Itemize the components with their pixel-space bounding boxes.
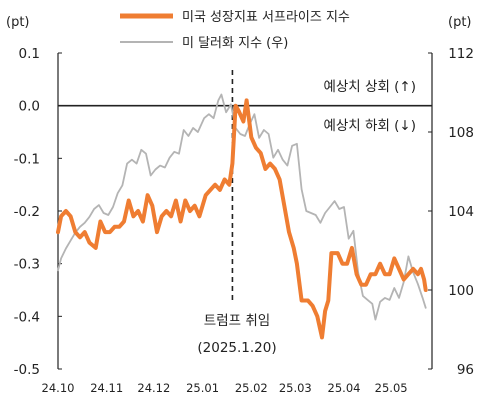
left-tick-label: -0.3 [14, 257, 40, 273]
x-tick-label: 25.04 [328, 381, 361, 395]
x-tick-label: 25.03 [279, 381, 312, 395]
x-tick-label: 24.10 [42, 381, 75, 395]
left-tick-label: -0.5 [14, 362, 40, 378]
annotation-above: 예상치 상회 (↑) [323, 79, 416, 95]
series-line-surprise [56, 98, 428, 340]
left-tick-label: 0.0 [19, 99, 40, 115]
left-axis-unit: (pt) [6, 15, 30, 30]
right-tick-label: 96 [457, 362, 474, 378]
series-line-dollar [57, 93, 427, 321]
x-tick-label: 24.11 [90, 381, 123, 395]
right-tick-label: 104 [448, 204, 474, 220]
annotation-below: 예상치 하회 (↓) [323, 118, 416, 134]
series-layer [56, 93, 428, 340]
x-tick-label: 25.01 [186, 381, 219, 395]
x-axis-ticks: 24.10 24.11 24.12 25.01 25.02 25.03 25.04 25.05 [42, 381, 408, 395]
right-y-axis-ticks: 112 108 104 100 96 [428, 46, 474, 378]
right-tick-label: 112 [448, 46, 474, 62]
right-axis-unit: (pt) [448, 15, 472, 30]
event-date-label: (2025.1.20) [197, 340, 276, 356]
left-y-axis-ticks: 0.1 0.0 -0.1 -0.2 -0.3 -0.4 -0.5 [14, 46, 62, 378]
x-tick-label: 24.12 [137, 381, 170, 395]
legend-label-surprise: 미국 성장지표 서프라이즈 지수 [182, 10, 350, 25]
x-tick-label: 25.02 [235, 381, 268, 395]
legend: 미국 성장지표 서프라이즈 지수 미 달러화 지수 (우) [120, 10, 350, 51]
event-label: 트럼프 취임 [204, 313, 270, 329]
right-tick-label: 100 [448, 283, 474, 299]
right-tick-label: 108 [448, 125, 474, 141]
left-tick-label: -0.2 [14, 204, 40, 220]
left-tick-label: -0.1 [14, 151, 40, 167]
legend-label-dollar: 미 달러화 지수 (우) [182, 36, 288, 51]
x-tick-label: 25.05 [375, 381, 408, 395]
left-tick-label: -0.4 [14, 309, 40, 325]
left-tick-label: 0.1 [19, 46, 40, 62]
